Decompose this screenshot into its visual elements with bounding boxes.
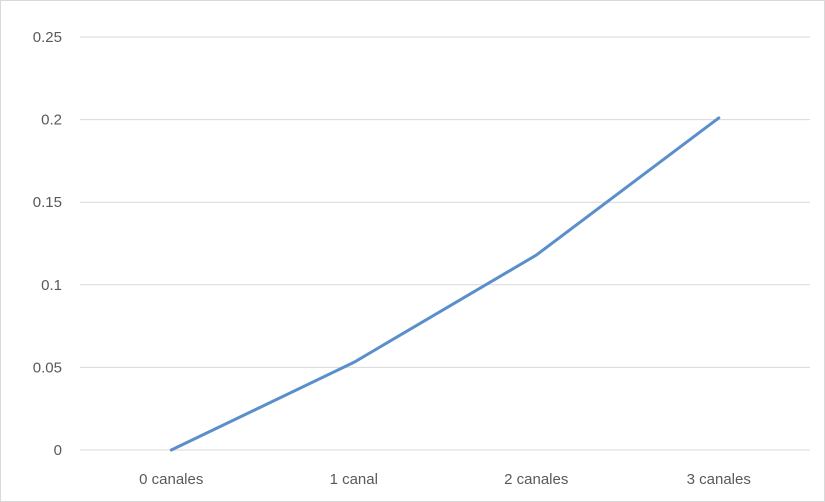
y-tick-label: 0.05 (33, 359, 62, 376)
y-tick-label: 0.15 (33, 194, 62, 211)
y-tick-label: 0.25 (33, 29, 62, 46)
x-tick-label: 0 canales (139, 471, 203, 488)
x-axis-tick-labels: 0 canales 1 canal 2 canales 3 canales (139, 471, 751, 488)
x-tick-label: 1 canal (330, 471, 378, 488)
y-tick-label: 0.1 (41, 277, 62, 294)
y-tick-label: 0.2 (41, 112, 62, 129)
x-tick-label: 3 canales (687, 471, 751, 488)
x-tick-label: 2 canales (504, 471, 568, 488)
y-tick-label: 0 (54, 442, 62, 459)
gridlines (80, 36, 810, 451)
y-axis-tick-labels: 0 0.05 0.1 0.15 0.2 0.25 (33, 29, 62, 459)
series-layer (169, 116, 721, 452)
series-line (169, 116, 721, 452)
